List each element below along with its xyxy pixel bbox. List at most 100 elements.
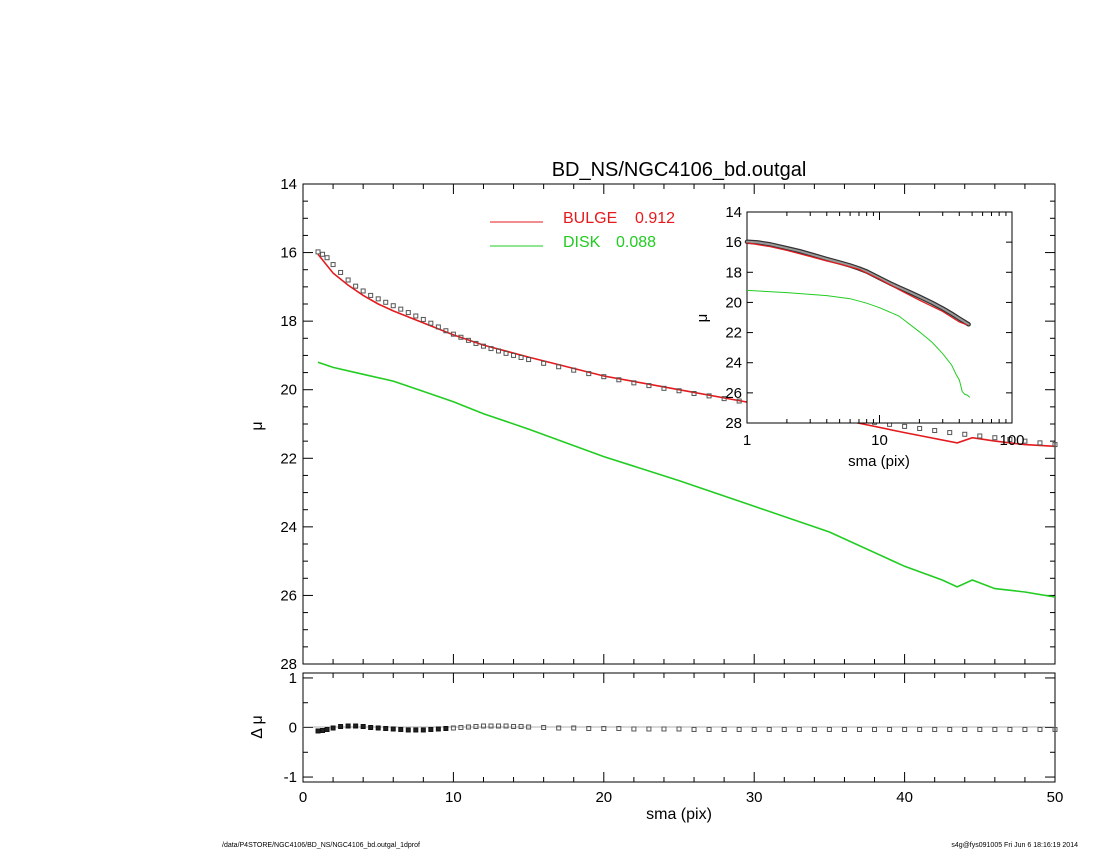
residual-data-point [736,726,742,732]
main-data-point [473,340,479,346]
residual-data-point [360,724,366,730]
main-data-point [721,396,727,402]
residual-data-point [826,726,832,732]
inset-y-tick-label: 20 [725,294,742,311]
main-data-point [338,269,344,275]
main-data-point [353,283,359,289]
x-tick-label: 20 [595,789,612,806]
main-data-point [661,385,667,391]
inset-data-points [744,239,971,327]
residual-data-point [706,726,712,732]
inset-series [746,242,971,398]
residual-data-point [480,723,486,729]
residual-data-point [443,725,449,731]
main-data-point [496,348,502,354]
residual-data-point [496,723,502,729]
residual-data-point [856,726,862,732]
main-ticks: 14 16 18 20 22 24 26 28 [280,176,1056,673]
x-tick-label: 50 [1047,789,1064,806]
residual-data-point [1007,726,1013,732]
residual-data-point [1022,726,1028,732]
legend-bulge-value: 0.912 [635,210,675,227]
main-data-point [706,393,712,399]
main-series-disk-line [317,361,1056,598]
residual-data-point [503,723,509,729]
x-tick-label: 40 [896,789,913,806]
residual-data-point [676,726,682,732]
residual-data-point [631,726,637,732]
legend-disk-label: DISK [563,234,601,251]
residual-data-point [992,726,998,732]
x-tick-label: 0 [299,789,307,806]
main-data-point [1052,442,1058,448]
residual-data-point [811,726,817,732]
residual-data-point [518,724,524,730]
footer-right-stamp: s4g@fys091005 Fri Jun 6 18:16:19 2014 [951,842,1078,849]
main-y-tick-label: 14 [280,176,297,193]
inset-x-tick-label: 1 [743,432,751,449]
main-data-point [315,249,321,255]
main-data-point [676,388,682,394]
main-data-point [586,371,592,377]
main-data-point [458,334,464,340]
residual-data-point [450,725,456,731]
residual-data-point [601,725,607,731]
main-data-point [503,350,509,356]
residual-data-point [751,726,757,732]
x-tick-label: 10 [445,789,462,806]
residual-y-axis-label: Δ μ [249,715,266,738]
main-data-point [1007,436,1013,442]
residual-data-point [473,724,479,730]
main-data-point [435,324,441,330]
main-data-point [571,367,577,373]
main-y-axis-label: μ [249,421,266,430]
residual-data-point [390,726,396,732]
residual-data-point [465,724,471,730]
chart-title: BD_NS/NGC4106_bd.outgal [552,159,807,181]
inset-series-disk-line [746,289,971,398]
inset-y-tick-label: 14 [725,204,742,221]
residual-data-point [405,727,411,733]
residual-data-point [691,726,697,732]
residual-data-point [887,726,893,732]
main-data-point [902,423,908,429]
main-data-point [917,425,923,431]
residual-data-point [781,726,787,732]
main-data-point [631,380,637,386]
main-data-point [383,299,389,305]
inset-series-bulge-line [746,242,968,326]
main-data-point [465,337,471,343]
residual-data-point [586,725,592,731]
residual-data-point [616,725,622,731]
main-data-point [992,435,998,441]
residual-data-point [646,726,652,732]
inset-plot-frame [746,211,1013,424]
main-data-point [450,331,456,337]
residual-data-point [345,723,351,729]
residual-data-point [511,724,517,730]
residual-data-point [796,726,802,732]
legend: BULGE 0.912 DISK 0.088 [490,210,675,251]
main-data-point [556,364,562,370]
residual-data-point [766,726,772,732]
residual-data-point [841,726,847,732]
main-data-point [345,277,351,283]
inset-y-tick-label: 26 [725,385,742,402]
residual-data-point [413,727,419,733]
residual-data-point [571,725,577,731]
main-data-point [443,328,449,334]
residual-data-point [383,725,389,731]
main-data-point [646,383,652,389]
x-tick-label: 30 [746,789,763,806]
main-data-point [1037,440,1043,446]
inset-y-tick-label: 16 [725,234,742,251]
main-data-point [488,346,494,352]
main-y-tick-label: 26 [280,587,297,604]
main-data-point [360,288,366,294]
residual-data-point [947,726,953,732]
residual-data-point [330,725,336,731]
residual-data-point [338,724,344,730]
residual-ticks: 10-10 10 20 30 40 50 [284,670,1064,806]
residual-data-point [458,725,464,730]
residual-y-tick-label: -1 [284,769,297,786]
